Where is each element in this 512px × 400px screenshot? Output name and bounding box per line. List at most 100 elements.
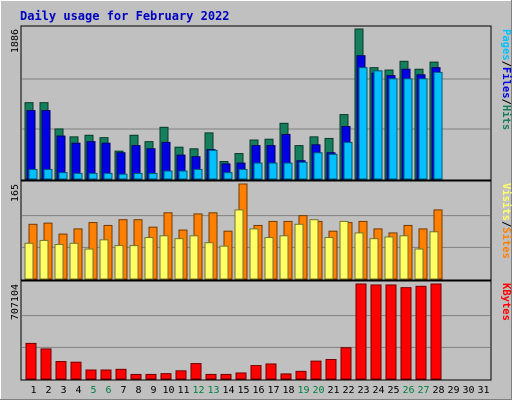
x-tick-label-day-1: 1 (30, 385, 36, 396)
x-tick-label-day-2: 2 (45, 385, 51, 396)
panel-max-label: 707104 (10, 284, 21, 320)
x-tick-label-day-7: 7 (120, 385, 126, 396)
bar-kbytes-day-6 (100, 369, 112, 380)
legend-kbytes: KBytes (500, 283, 512, 321)
bar-visits-day-5 (84, 248, 94, 280)
x-tick-label-day-30: 30 (462, 385, 474, 396)
bar-kbytes-day-8 (130, 373, 142, 380)
panel-kbytes (20, 280, 492, 381)
bar-pages-day-10 (163, 170, 173, 180)
bar-pages-day-1 (28, 168, 38, 180)
legend-item-sep: / (500, 61, 512, 67)
bar-pages-day-25 (388, 78, 398, 180)
bar-visits-day-4 (69, 242, 79, 280)
bar-kbytes-day-23 (355, 283, 367, 380)
bar-pages-day-19 (298, 161, 308, 180)
bar-kbytes-day-11 (175, 370, 187, 380)
bar-visits-day-14 (219, 245, 229, 280)
x-tick-label-day-3: 3 (60, 385, 66, 396)
bar-files-day-1 (26, 110, 36, 180)
bar-visits-day-13 (204, 242, 214, 280)
x-tick-label-day-6: 6 (105, 385, 111, 396)
bar-kbytes-day-2 (40, 348, 52, 380)
x-tick-label-day-28: 28 (432, 385, 444, 396)
legend-item-sep: / (500, 221, 512, 227)
bar-kbytes-day-25 (385, 284, 397, 380)
bar-visits-day-16 (249, 228, 259, 280)
panel-max-label: 165 (10, 184, 21, 202)
bar-visits-day-20 (309, 219, 319, 280)
bar-kbytes-day-21 (325, 359, 337, 380)
bar-pages-day-27 (418, 78, 428, 180)
bar-files-day-2 (41, 110, 51, 180)
legend-item-files: Files (500, 67, 512, 99)
x-tick-label-day-19: 19 (297, 385, 309, 396)
bar-pages-day-3 (58, 172, 68, 180)
legend-item-sep: / (500, 99, 512, 105)
legend-item-sites: Sites (500, 227, 512, 259)
bar-visits-day-9 (144, 237, 154, 280)
bar-pages-day-12 (193, 168, 203, 180)
bar-pages-day-20 (313, 152, 323, 180)
bar-kbytes-day-5 (85, 369, 97, 380)
bar-visits-day-6 (99, 239, 109, 280)
x-tick-label-day-10: 10 (162, 385, 174, 396)
bar-pages-day-2 (43, 168, 53, 180)
x-tick-label-day-18: 18 (282, 385, 294, 396)
x-tick-label-day-25: 25 (387, 385, 399, 396)
bar-kbytes-day-4 (70, 361, 82, 380)
bar-kbytes-day-7 (115, 368, 127, 380)
bar-visits-day-22 (339, 220, 349, 280)
bar-pages-day-24 (373, 70, 383, 180)
bar-visits-day-27 (414, 248, 424, 280)
bar-visits-day-7 (114, 245, 124, 280)
bar-pages-day-4 (73, 172, 83, 180)
bar-pages-day-26 (403, 78, 413, 180)
bar-pages-day-7 (118, 173, 128, 180)
x-tick-label-day-16: 16 (252, 385, 264, 396)
x-tick-label-day-24: 24 (372, 385, 384, 396)
bar-visits-day-28 (429, 231, 439, 280)
x-tick-label-day-27: 27 (417, 385, 429, 396)
legend-item-kbytes: KBytes (500, 283, 512, 321)
bar-pages-day-21 (328, 153, 338, 180)
bar-pages-day-15 (238, 168, 248, 180)
bar-kbytes-day-12 (190, 363, 202, 380)
bar-pages-day-5 (88, 172, 98, 180)
bar-kbytes-day-22 (340, 347, 352, 380)
legend-item-hits: Hits (500, 105, 512, 130)
bar-pages-day-11 (178, 170, 188, 180)
x-tick-label-day-17: 17 (267, 385, 279, 396)
bar-kbytes-day-24 (370, 284, 382, 380)
bar-kbytes-day-1 (25, 342, 37, 380)
bar-kbytes-day-16 (250, 365, 262, 380)
bar-pages-day-13 (208, 149, 218, 180)
bar-visits-day-24 (369, 238, 379, 280)
x-tick-label-day-15: 15 (237, 385, 249, 396)
bar-visits-day-23 (354, 232, 364, 280)
x-tick-label-day-14: 14 (222, 385, 234, 396)
legend-visits_sites: Visits/Sites (500, 183, 512, 259)
bar-visits-day-21 (324, 237, 334, 280)
bar-pages-day-28 (433, 71, 443, 180)
bar-visits-day-3 (54, 243, 64, 280)
x-tick-label-day-9: 9 (150, 385, 156, 396)
x-tick-label-day-22: 22 (342, 385, 354, 396)
bar-pages-day-16 (253, 162, 263, 180)
bar-visits-day-10 (159, 235, 169, 280)
x-tick-label-day-5: 5 (90, 385, 96, 396)
legend-hits_files_pages: Pages/Files/Hits (500, 29, 512, 130)
bar-visits-day-25 (384, 236, 394, 280)
bar-kbytes-day-19 (295, 370, 307, 380)
x-tick-label-day-8: 8 (135, 385, 141, 396)
bar-kbytes-day-13 (205, 373, 217, 380)
bar-pages-day-9 (148, 172, 158, 180)
bar-kbytes-day-18 (280, 373, 292, 380)
bar-kbytes-day-26 (400, 287, 412, 380)
bar-pages-day-23 (358, 67, 368, 180)
legend-item-visits: Visits (500, 183, 512, 221)
x-tick-label-day-31: 31 (477, 385, 489, 396)
bar-kbytes-day-20 (310, 360, 322, 380)
panel-max-label: 1886 (10, 29, 21, 53)
